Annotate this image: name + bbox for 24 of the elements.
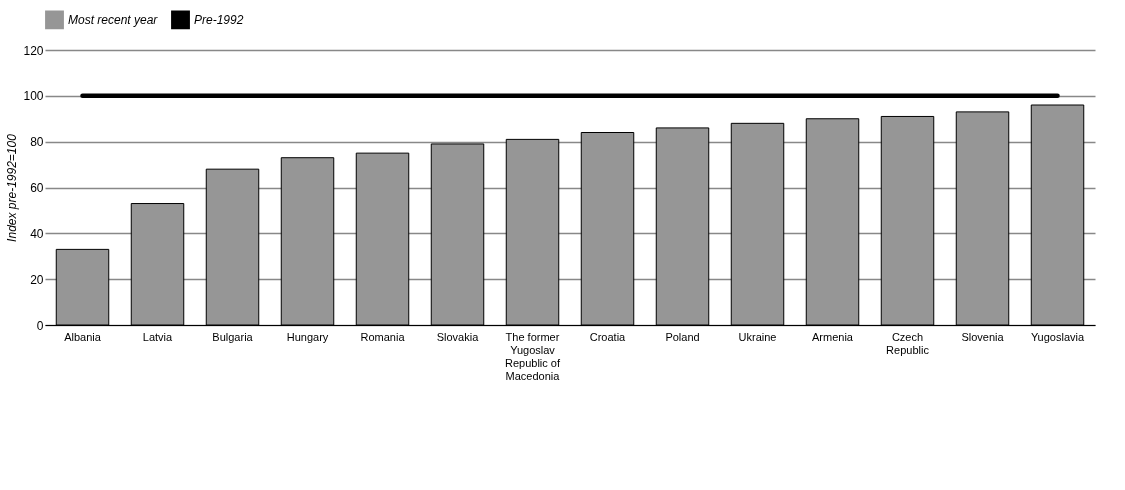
x-tick-label: Poland xyxy=(665,330,700,343)
x-tick-label: Slovakia xyxy=(436,330,480,343)
x-tick-label: Albania xyxy=(64,330,102,343)
x-tick-label: Latvia xyxy=(142,330,174,343)
x-tick-label: Slovenia xyxy=(961,330,1005,343)
x-tick-label: Hungary xyxy=(286,330,329,343)
y-tick-label: 0 xyxy=(36,318,44,333)
x-tick-label: The former Yugoslav Republic of Macedonia xyxy=(504,330,561,382)
y-tick-label: 100 xyxy=(23,89,44,104)
x-tick-label: Yugoslavia xyxy=(1030,330,1085,343)
y-axis-title: Index pre-1992=100 xyxy=(5,133,20,242)
legend-label: Most recent year xyxy=(68,12,159,27)
x-tick-label: Bulgaria xyxy=(212,330,254,343)
x-tick-label: Czech Republic xyxy=(886,330,930,356)
x-tick-label: Croatia xyxy=(589,330,627,343)
x-tick-label: Armenia xyxy=(812,330,854,343)
y-tick-label: 60 xyxy=(30,181,44,195)
x-tick-label: Romania xyxy=(360,330,406,343)
x-tick-label: Ukraine xyxy=(738,330,777,343)
y-tick-label: 80 xyxy=(30,135,44,150)
y-tick-label: 20 xyxy=(30,272,44,287)
legend-label: Pre-1992 xyxy=(194,12,244,27)
y-tick-label: 40 xyxy=(30,226,44,241)
y-tick-label: 120 xyxy=(23,43,44,58)
